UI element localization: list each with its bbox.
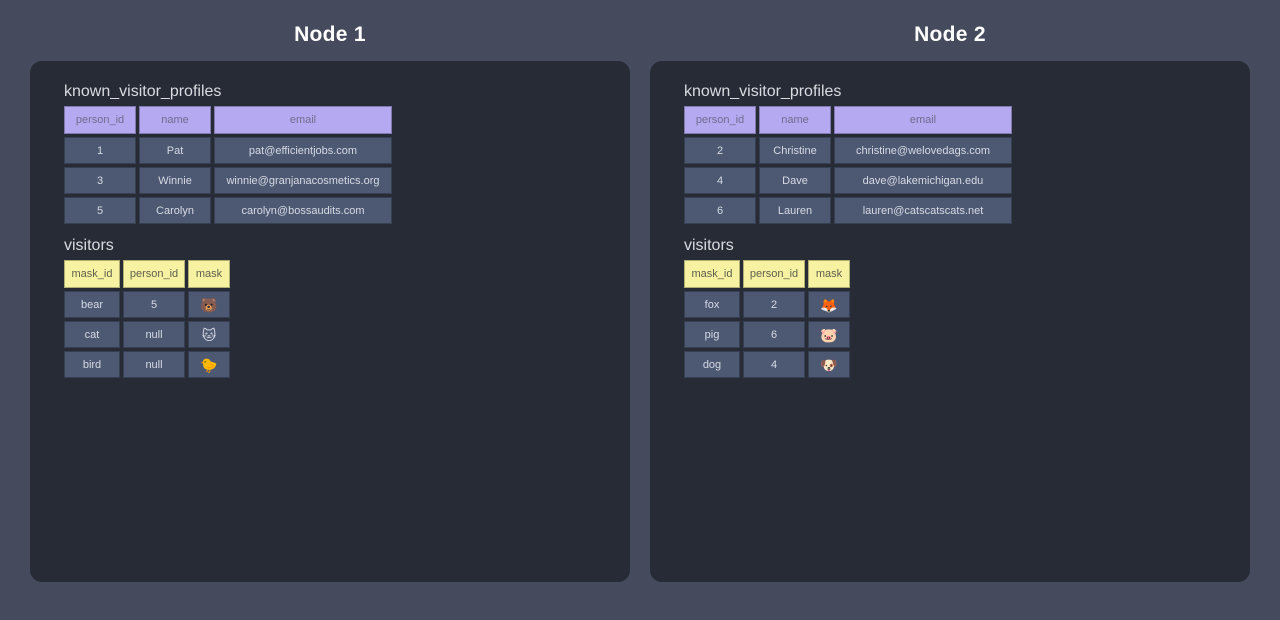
table-row: 5 Carolyn carolyn@bossaudits.com (64, 197, 392, 224)
table-known_visitor_profiles: person_id name email 2 Christine christine@we… (681, 103, 1015, 227)
column-header-mask: mask (808, 260, 850, 288)
cell: carolyn@bossaudits.com (214, 197, 392, 224)
node-1-visitors-block: visitors mask_id person_id mask bear 5 🐻 cat nul… (64, 237, 596, 381)
cell: bear (64, 291, 120, 318)
cell: 5 (123, 291, 185, 318)
column-header-name: name (139, 106, 211, 134)
cell: 4 (684, 167, 756, 194)
cell: pig (684, 321, 740, 348)
table-row: dog 4 🐶 (684, 351, 850, 378)
table-row: bear 5 🐻 (64, 291, 230, 318)
cell: 1 (64, 137, 136, 164)
node-2-known-visitor-profiles-block: known_visitor_profiles person_id name email… (684, 83, 1216, 227)
column-header-person_id: person_id (64, 106, 136, 134)
table-visitors: mask_id person_id mask fox 2 🦊 pig 6 🐷 dog 4 🐶 (681, 257, 853, 381)
stage: Node 1 known_visitor_profiles person_id na… (30, 0, 1250, 582)
mask-emoji-cell: 🦊 (808, 291, 850, 318)
cell: 5 (64, 197, 136, 224)
header-row: person_id name email (684, 106, 1012, 134)
table-row: 6 Lauren lauren@catscatscats.net (684, 197, 1012, 224)
mask-emoji-cell: 🐶 (808, 351, 850, 378)
table-known_visitor_profiles: person_id name email 1 Pat pat@efficientjobs.… (61, 103, 395, 227)
cell: 4 (743, 351, 805, 378)
cell: pat@efficientjobs.com (214, 137, 392, 164)
column-header-mask: mask (188, 260, 230, 288)
header-row: mask_id person_id mask (64, 260, 230, 288)
node-2-panel: known_visitor_profiles person_id name email… (650, 61, 1250, 582)
mask-emoji-cell: 🐱 (188, 321, 230, 348)
cell: cat (64, 321, 120, 348)
cell: dog (684, 351, 740, 378)
column-header-mask_id: mask_id (64, 260, 120, 288)
cell: Dave (759, 167, 831, 194)
cell: 6 (684, 197, 756, 224)
table-row: fox 2 🦊 (684, 291, 850, 318)
table-title-visitors: visitors (64, 237, 114, 254)
cell: bird (64, 351, 120, 378)
cell: 2 (743, 291, 805, 318)
column-header-mask_id: mask_id (684, 260, 740, 288)
table-row: 3 Winnie winnie@granjanacosmetics.org (64, 167, 392, 194)
table-row: cat null 🐱 (64, 321, 230, 348)
cell: null (123, 351, 185, 378)
table-title-known_visitor_profiles: known_visitor_profiles (64, 83, 222, 100)
cell: fox (684, 291, 740, 318)
column-header-email: email (834, 106, 1012, 134)
cell: Winnie (139, 167, 211, 194)
column-header-person_id: person_id (123, 260, 185, 288)
table-row: bird null 🐤 (64, 351, 230, 378)
table-title-known_visitor_profiles: known_visitor_profiles (684, 83, 842, 100)
cell: Christine (759, 137, 831, 164)
column-header-email: email (214, 106, 392, 134)
node-1-panel: known_visitor_profiles person_id name email… (30, 61, 630, 582)
cell: dave@lakemichigan.edu (834, 167, 1012, 194)
cell: Lauren (759, 197, 831, 224)
column-header-person_id: person_id (684, 106, 756, 134)
table-visitors: mask_id person_id mask bear 5 🐻 cat null 🐱 bird nu… (61, 257, 233, 381)
table-row: pig 6 🐷 (684, 321, 850, 348)
header-row: mask_id person_id mask (684, 260, 850, 288)
mask-emoji-cell: 🐷 (808, 321, 850, 348)
node-1: Node 1 known_visitor_profiles person_id na… (30, 0, 630, 582)
table-row: 1 Pat pat@efficientjobs.com (64, 137, 392, 164)
table-row: 4 Dave dave@lakemichigan.edu (684, 167, 1012, 194)
node-2: Node 2 known_visitor_profiles person_id na… (650, 0, 1250, 582)
cell: lauren@catscatscats.net (834, 197, 1012, 224)
cell: christine@welovedags.com (834, 137, 1012, 164)
cell: 2 (684, 137, 756, 164)
column-header-name: name (759, 106, 831, 134)
mask-emoji-cell: 🐻 (188, 291, 230, 318)
cell: 6 (743, 321, 805, 348)
cell: Pat (139, 137, 211, 164)
table-title-visitors: visitors (684, 237, 734, 254)
node-1-title: Node 1 (294, 23, 366, 46)
cell: 3 (64, 167, 136, 194)
node-1-known-visitor-profiles-block: known_visitor_profiles person_id name email… (64, 83, 596, 227)
cell: null (123, 321, 185, 348)
node-2-visitors-block: visitors mask_id person_id mask fox 2 🦊 pig 6 🐷 do… (684, 237, 1216, 381)
cell: Carolyn (139, 197, 211, 224)
cell: winnie@granjanacosmetics.org (214, 167, 392, 194)
mask-emoji-cell: 🐤 (188, 351, 230, 378)
table-row: 2 Christine christine@welovedags.com (684, 137, 1012, 164)
node-2-title: Node 2 (914, 23, 986, 46)
column-header-person_id: person_id (743, 260, 805, 288)
header-row: person_id name email (64, 106, 392, 134)
